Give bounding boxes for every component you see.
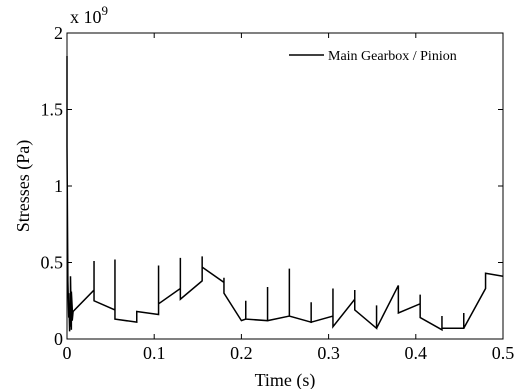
x-axis-label: Time (s) xyxy=(255,370,316,389)
series-layer xyxy=(66,55,504,332)
y-exponent-base: x 10 xyxy=(70,7,102,27)
x-tick-label: 0.4 xyxy=(405,343,428,363)
y-tick-label: 1.5 xyxy=(41,100,64,120)
x-axis: 0 0.1 0.2 0.3 0.4 0.5 xyxy=(63,33,515,363)
x-tick-label: 0.5 xyxy=(492,343,515,363)
y-axis: 0 0.5 1 1.5 2 xyxy=(41,23,503,349)
x-tick-label: 0 xyxy=(63,343,72,363)
legend-item-main-gearbox-pinion: Main Gearbox / Pinion xyxy=(328,49,457,64)
plot-area xyxy=(66,32,504,340)
y-tick-label: 2 xyxy=(54,23,63,43)
y-exponent-label: x 109 xyxy=(70,3,108,27)
x-tick-label: 0.2 xyxy=(230,343,253,363)
y-axis-label: Stresses (Pa) xyxy=(13,140,34,233)
x-tick-label: 0.3 xyxy=(317,343,340,363)
y-tick-label: 0 xyxy=(54,329,63,349)
y-tick-label: 0.5 xyxy=(41,253,64,273)
series-line-main-gearbox-pinion xyxy=(66,55,504,332)
y-tick-label: 1 xyxy=(54,176,63,196)
y-exponent-power: 9 xyxy=(102,3,109,18)
x-tick-label: 0.1 xyxy=(143,343,166,363)
legend: Main Gearbox / Pinion xyxy=(283,41,497,67)
legend-box xyxy=(283,41,497,67)
